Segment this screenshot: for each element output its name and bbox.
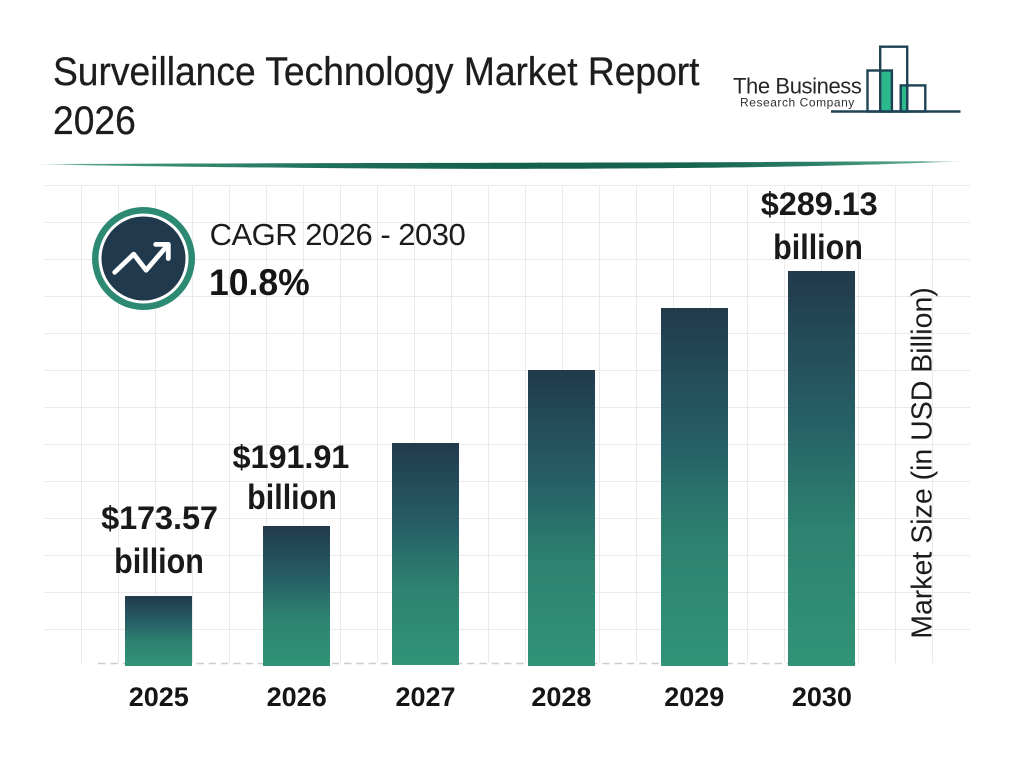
- svg-text:Research Company: Research Company: [740, 96, 855, 110]
- svg-text:The Business: The Business: [733, 74, 862, 99]
